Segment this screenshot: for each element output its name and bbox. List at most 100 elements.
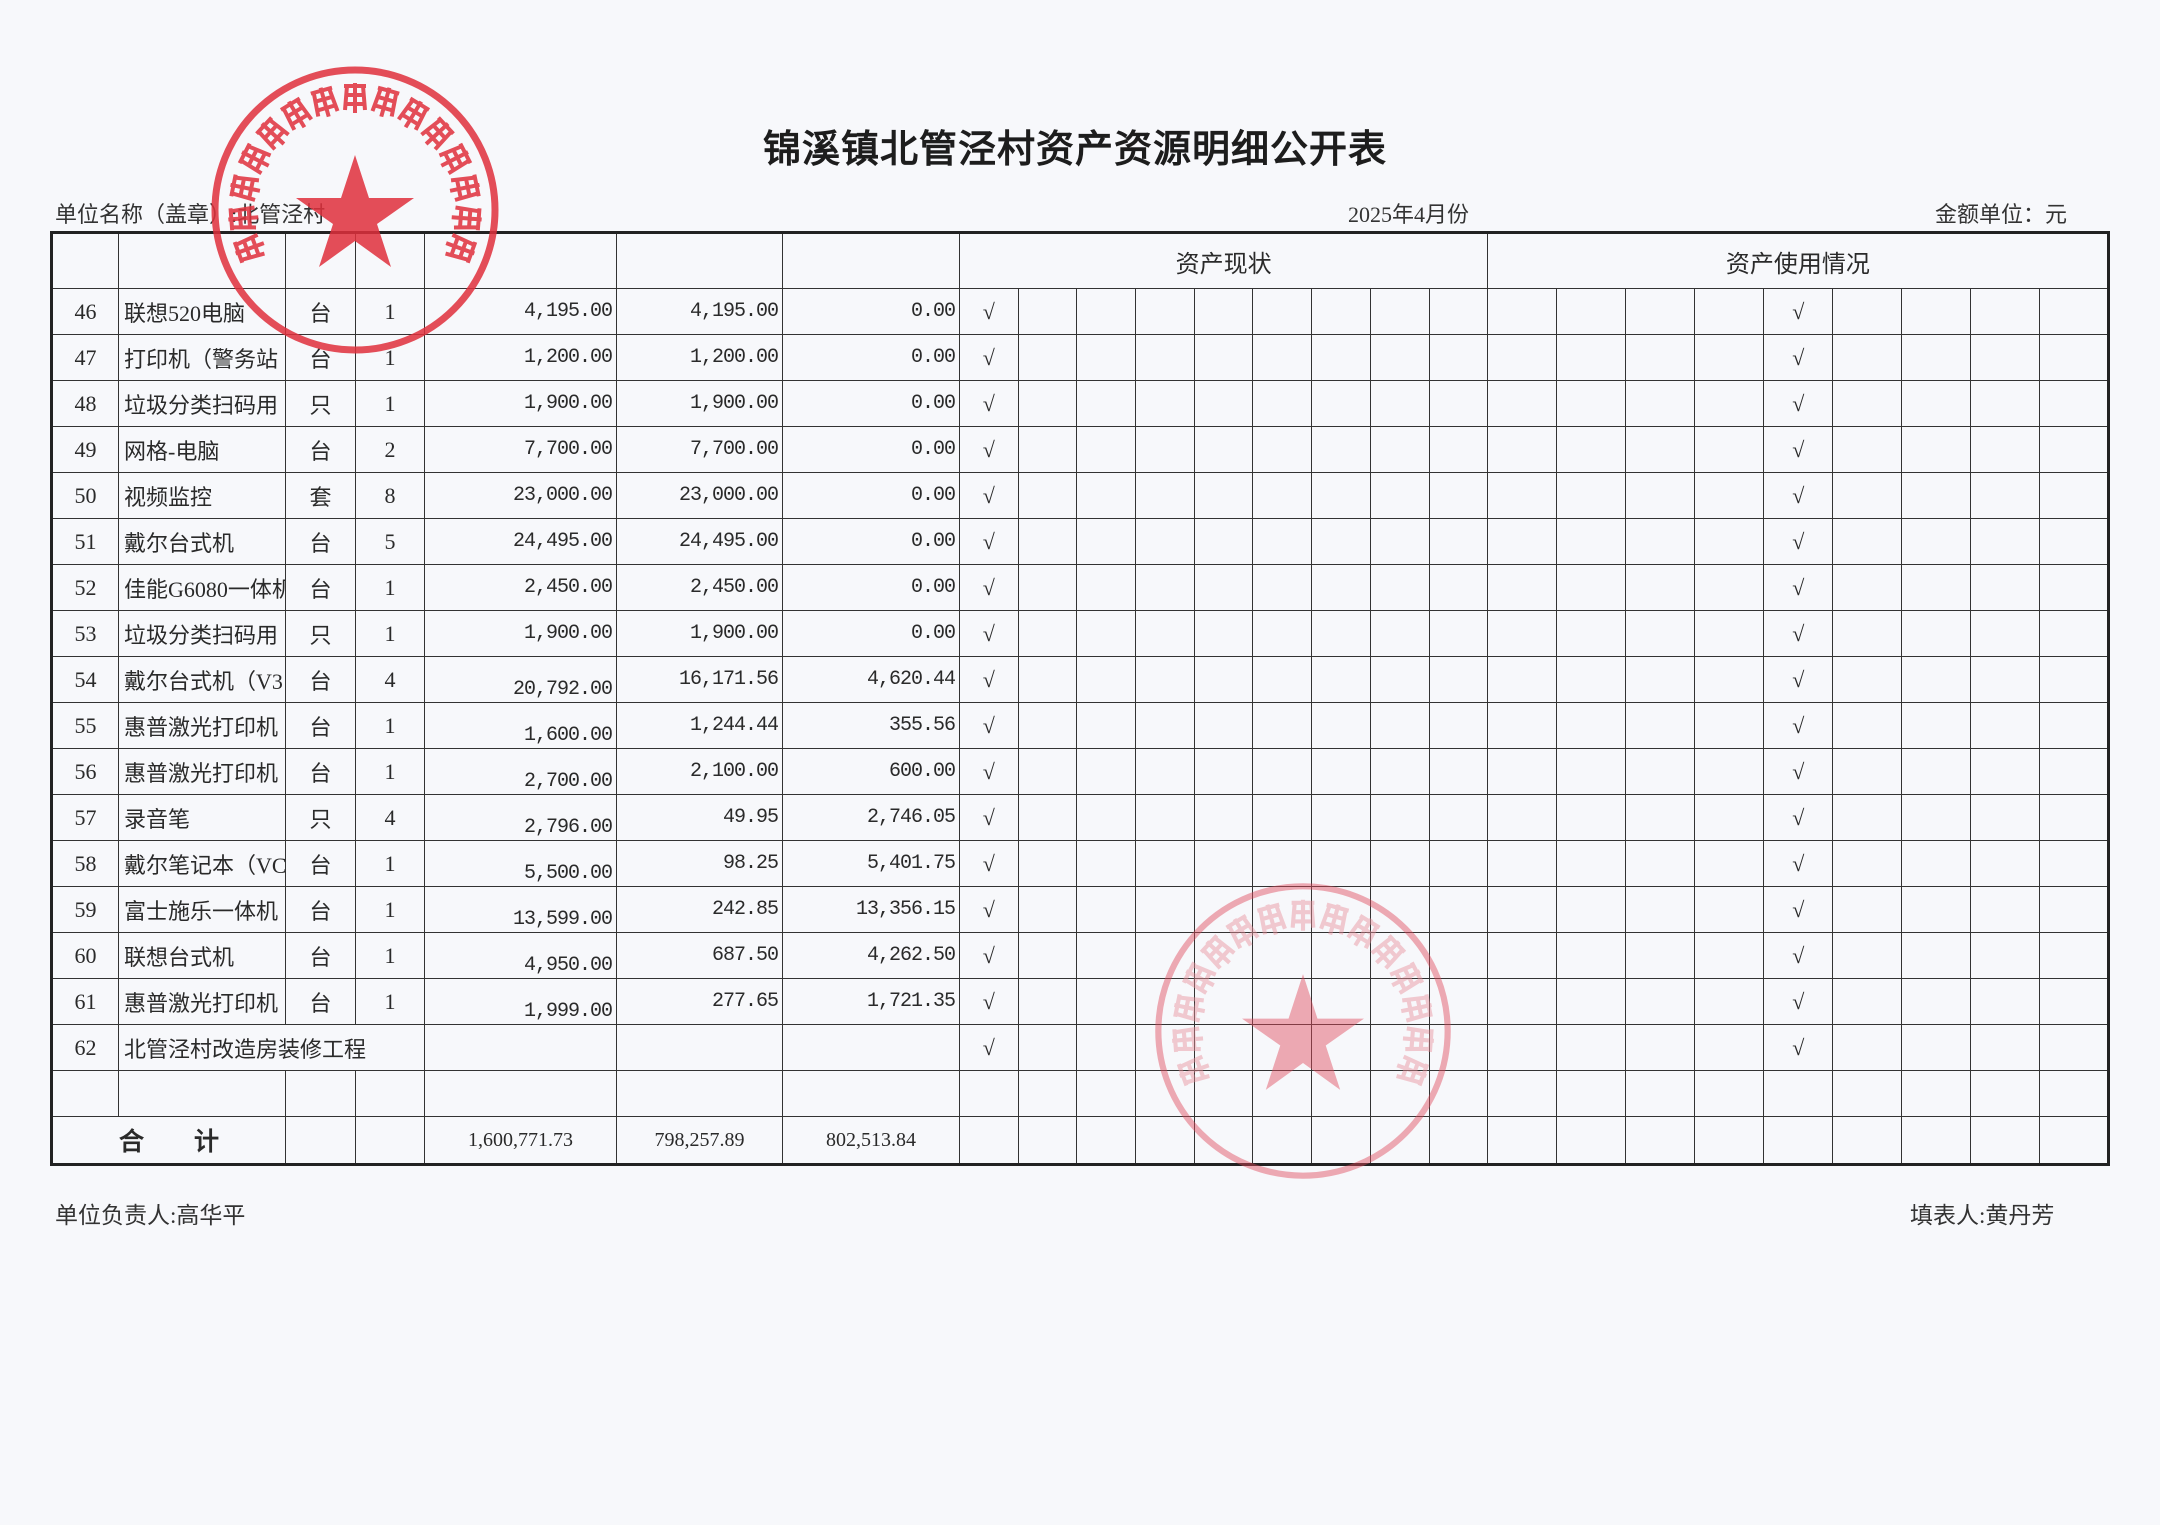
- asset-usage-mark: [1487, 1024, 1558, 1071]
- asset-usage-mark: [1901, 886, 1972, 933]
- asset-usage-mark: [1556, 932, 1627, 979]
- asset-usage-mark: √: [1763, 518, 1834, 565]
- asset-name: 垃圾分类扫码用: [118, 610, 286, 657]
- accumulated-depreciation: 687.50: [616, 932, 783, 979]
- quantity: 2: [355, 426, 425, 473]
- asset-status-mark: [1193, 794, 1254, 841]
- asset-usage-mark: [2039, 748, 2110, 795]
- accumulated-depreciation: [616, 1024, 783, 1071]
- header-cell: [616, 232, 783, 289]
- asset-usage-mark: [1901, 748, 1972, 795]
- asset-status-mark: [1369, 610, 1430, 657]
- asset-status-mark: [1369, 840, 1430, 887]
- net-value: 600.00: [782, 748, 960, 795]
- table-row: 59 富士施乐一体机台 1 13,599.00 242.85 13,356.15 √ √: [51, 886, 2110, 933]
- asset-usage-mark: [1625, 978, 1696, 1025]
- empty-cell: [2039, 1116, 2110, 1165]
- original-value: 20,792.00: [424, 656, 617, 703]
- asset-usage-mark: [1487, 748, 1558, 795]
- empty-cell: [355, 1116, 425, 1165]
- asset-status-mark: √: [959, 840, 1019, 887]
- asset-status-mark: [1369, 334, 1430, 381]
- asset-status-mark: [1311, 518, 1371, 565]
- asset-usage-mark: [1556, 794, 1627, 841]
- original-value: 1,999.00: [424, 978, 617, 1025]
- asset-status-mark: [1017, 794, 1078, 841]
- asset-status-mark: [1369, 518, 1430, 565]
- asset-status-mark: [1135, 656, 1195, 703]
- asset-status-mark: [1428, 978, 1489, 1025]
- net-value: 4,620.44: [782, 656, 960, 703]
- asset-status-mark: [1252, 472, 1313, 519]
- row-number: 46: [51, 288, 119, 335]
- asset-status-mark: [1135, 472, 1195, 519]
- empty-cell: [1369, 1070, 1430, 1117]
- asset-usage-mark: [1487, 610, 1558, 657]
- asset-status-mark: [1428, 610, 1489, 657]
- asset-status-mark: [1193, 1024, 1254, 1071]
- asset-status-mark: √: [959, 656, 1019, 703]
- empty-cell: [118, 1070, 286, 1117]
- asset-status-mark: [1193, 748, 1254, 795]
- unit: 台: [285, 748, 356, 795]
- asset-status-mark: √: [959, 564, 1019, 611]
- net-value: 355.56: [782, 702, 960, 749]
- asset-status-mark: [1017, 334, 1078, 381]
- asset-usage-mark: [1832, 932, 1903, 979]
- asset-status-mark: [1017, 840, 1078, 887]
- asset-usage-mark: [1832, 288, 1903, 335]
- asset-usage-mark: [1694, 380, 1765, 427]
- empty-cell: [782, 1070, 960, 1117]
- asset-status-mark: [1076, 380, 1137, 427]
- row-number: 50: [51, 472, 119, 519]
- asset-usage-mark: [1901, 380, 1972, 427]
- table-row: 56 惠普激光打印机台 1 2,700.00 2,100.00 600.00 √ √: [51, 748, 2110, 795]
- accumulated-depreciation: 1,900.00: [616, 380, 783, 427]
- asset-usage-mark: [2039, 702, 2110, 749]
- asset-status-mark: [1135, 426, 1195, 473]
- asset-status-mark: [1135, 932, 1195, 979]
- row-number: 51: [51, 518, 119, 565]
- asset-usage-mark: [1556, 380, 1627, 427]
- asset-usage-mark: [1625, 748, 1696, 795]
- asset-status-mark: √: [959, 334, 1019, 381]
- asset-status-mark: [1252, 656, 1313, 703]
- asset-usage-mark: [1832, 748, 1903, 795]
- asset-status-mark: [1017, 610, 1078, 657]
- empty-cell: [1763, 1116, 1834, 1165]
- asset-status-mark: [1076, 1024, 1137, 1071]
- asset-status-mark: [1017, 702, 1078, 749]
- asset-name: 垃圾分类扫码用: [118, 380, 286, 427]
- asset-status-mark: [1428, 702, 1489, 749]
- asset-status-mark: [1193, 656, 1254, 703]
- header-cell: [285, 232, 356, 289]
- asset-status-mark: [1017, 1024, 1078, 1071]
- asset-status-mark: [1193, 518, 1254, 565]
- asset-usage-mark: [1556, 656, 1627, 703]
- asset-usage-mark: [1901, 518, 1972, 565]
- table-row: 51 戴尔台式机台 5 24,495.00 24,495.00 0.00 √ √: [51, 518, 2110, 565]
- asset-status-mark: [1252, 794, 1313, 841]
- accumulated-depreciation: 242.85: [616, 886, 783, 933]
- asset-status-mark: [1428, 794, 1489, 841]
- asset-usage-mark: [1625, 334, 1696, 381]
- asset-status-mark: [1076, 840, 1137, 887]
- accumulated-depreciation: 49.95: [616, 794, 783, 841]
- empty-cell: [959, 1070, 1019, 1117]
- quantity: 1: [355, 334, 425, 381]
- unit-leader-label: 单位负责人:高华平: [55, 1203, 246, 1228]
- original-value: 7,700.00: [424, 426, 617, 473]
- asset-usage-mark: [1487, 978, 1558, 1025]
- asset-status-mark: [1135, 886, 1195, 933]
- asset-usage-mark: [1832, 518, 1903, 565]
- asset-status-mark: [1193, 380, 1254, 427]
- asset-usage-mark: [1832, 702, 1903, 749]
- asset-status-mark: [1311, 380, 1371, 427]
- net-value: 5,401.75: [782, 840, 960, 887]
- row-number: 57: [51, 794, 119, 841]
- empty-cell: [1252, 1070, 1313, 1117]
- unit: 台: [285, 978, 356, 1025]
- asset-status-mark: [1428, 334, 1489, 381]
- asset-status-mark: [1076, 518, 1137, 565]
- unit: 只: [285, 380, 356, 427]
